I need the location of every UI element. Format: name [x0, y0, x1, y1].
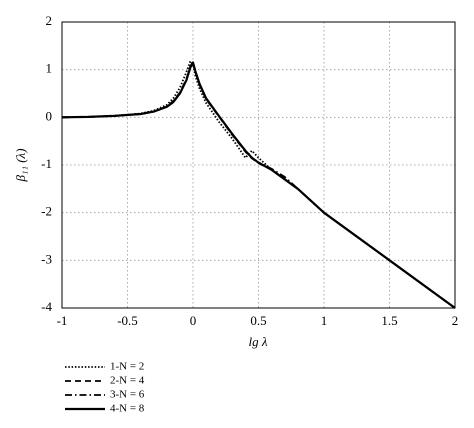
- x-tick-label: -0.5: [117, 313, 138, 328]
- y-tick-label: -2: [41, 204, 52, 219]
- legend-label: 4-N = 8: [110, 403, 145, 415]
- x-tick-label: 0.5: [250, 313, 266, 328]
- y-tick-label: 0: [46, 108, 53, 123]
- y-tick-label: 2: [46, 13, 53, 28]
- y-tick-label: -1: [41, 156, 52, 171]
- data-line: [61, 60, 456, 309]
- x-tick-label: 1: [321, 313, 328, 328]
- legend-label: 1-N = 2: [110, 361, 144, 373]
- y-axis-label: β₁₁ (λ): [13, 148, 28, 182]
- data-line: [61, 61, 456, 309]
- y-tick-label: -4: [41, 299, 52, 314]
- y-tick-label: 1: [46, 61, 53, 76]
- x-tick-label: 2: [452, 313, 459, 328]
- x-tick-label: 0: [190, 313, 197, 328]
- plot-frame: [61, 21, 456, 309]
- x-tick-label: 1.5: [381, 313, 397, 328]
- y-tick-label: -3: [41, 251, 52, 266]
- x-tick-label: -1: [57, 313, 68, 328]
- legend-label: 3-N = 6: [110, 389, 145, 401]
- x-axis-label: lg λ: [249, 334, 268, 349]
- legend-label: 2-N = 4: [110, 375, 145, 387]
